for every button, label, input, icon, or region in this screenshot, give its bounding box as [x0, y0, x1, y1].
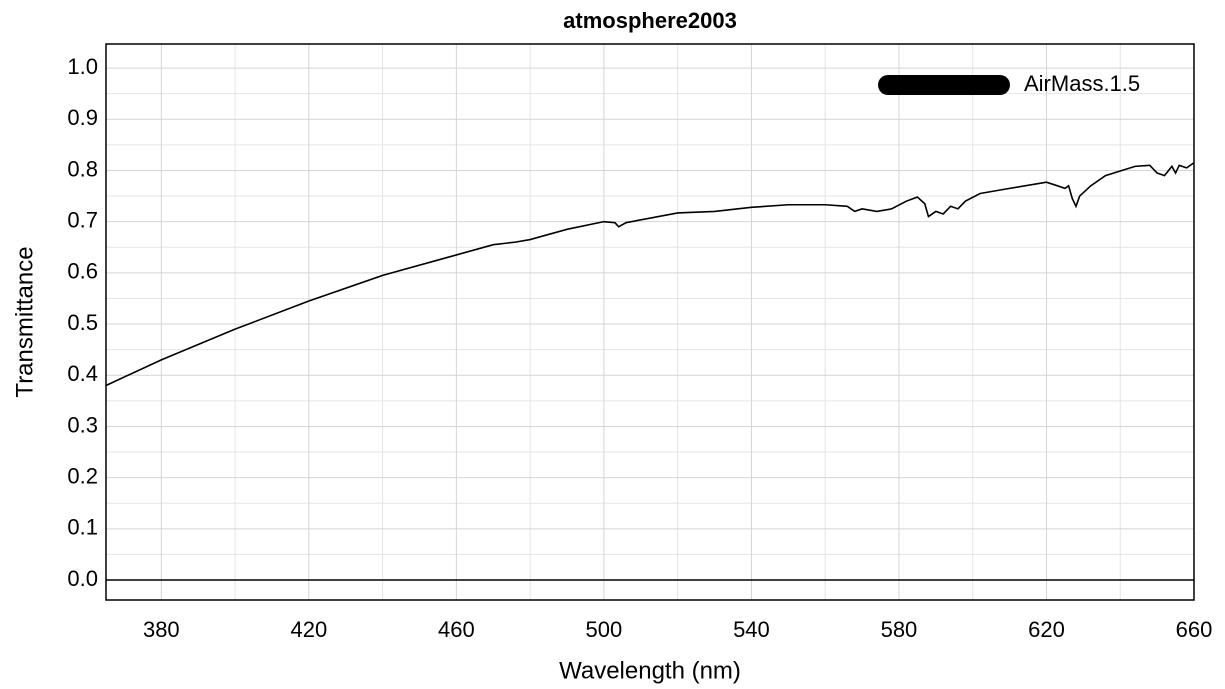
y-tick-label: 0.5	[67, 310, 98, 335]
y-tick-label: 0.3	[67, 412, 98, 437]
y-tick-label: 0.1	[67, 515, 98, 540]
y-tick-label: 0.7	[67, 207, 98, 232]
x-tick-label: 620	[1028, 617, 1065, 642]
x-tick-label: 580	[881, 617, 918, 642]
x-tick-label: 420	[290, 617, 327, 642]
plot-frame	[105, 43, 1195, 601]
chart-title: atmosphere2003	[563, 8, 737, 33]
y-tick-label: 0.2	[67, 463, 98, 488]
y-tick-label: 0.6	[67, 259, 98, 284]
x-tick-label: 660	[1176, 617, 1213, 642]
y-tick-label: 0.9	[67, 105, 98, 130]
data-line	[105, 162, 1195, 387]
y-tick-label: 0.0	[67, 566, 98, 591]
x-tick-label: 380	[143, 617, 180, 642]
x-tick-label: 500	[586, 617, 623, 642]
x-axis-label: Wavelength (nm)	[559, 657, 741, 684]
y-axis-label: Transmittance	[11, 246, 38, 397]
legend-label: AirMass.1.5	[1024, 71, 1140, 96]
x-tick-label: 540	[733, 617, 770, 642]
y-tick-label: 1.0	[67, 54, 98, 79]
y-tick-label: 0.8	[67, 156, 98, 181]
x-tick-label: 460	[438, 617, 475, 642]
y-tick-label: 0.4	[67, 361, 98, 386]
